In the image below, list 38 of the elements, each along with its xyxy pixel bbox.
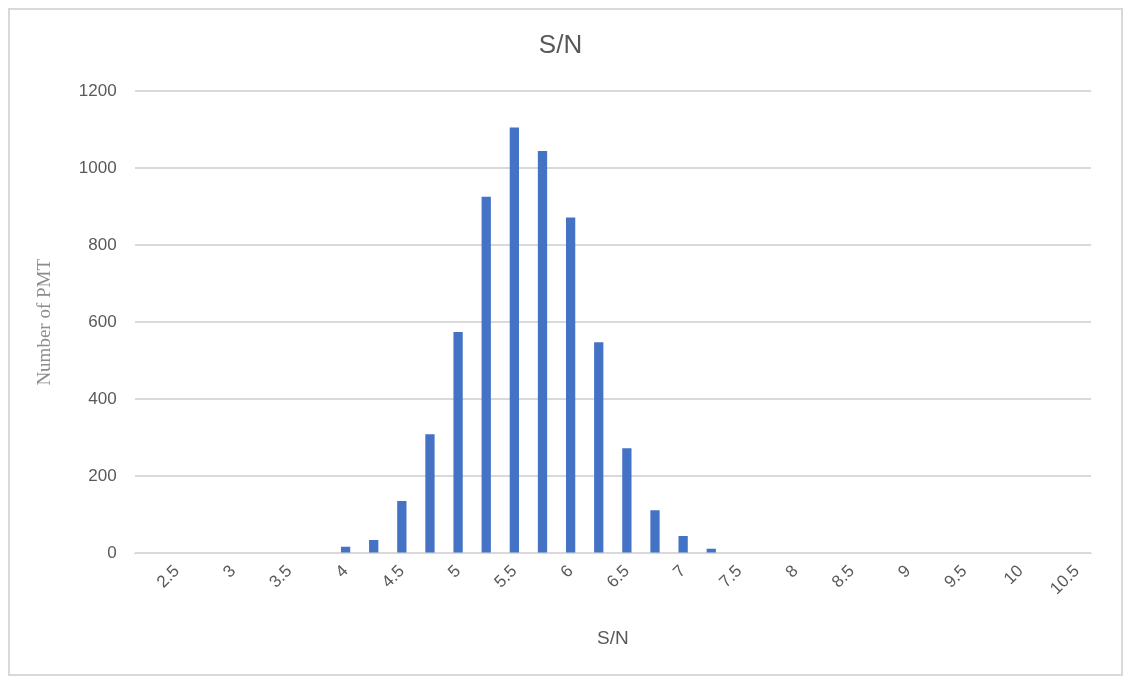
bar: [397, 501, 407, 553]
x-tick-label: 5.5: [490, 561, 521, 592]
x-tick-label: 7.5: [715, 561, 746, 592]
x-tick-label: 10: [1000, 561, 1027, 589]
bar: [678, 536, 688, 553]
bar: [509, 127, 519, 553]
y-tick-label: 0: [107, 543, 117, 563]
bar: [650, 510, 660, 553]
x-tick-label: 7: [669, 561, 690, 582]
x-tick-label: 3: [219, 561, 240, 582]
x-tick-label: 6.5: [602, 561, 634, 592]
bar: [594, 342, 604, 553]
x-tick-label: 6: [556, 561, 577, 582]
y-tick-label: 600: [88, 311, 117, 331]
x-tick-label: 4.5: [377, 561, 408, 592]
y-tick-label: 1000: [78, 157, 117, 177]
bar: [369, 539, 379, 553]
x-tick-label: 9.5: [940, 561, 971, 592]
bar: [453, 331, 463, 553]
y-axis-title: Number of PMT: [33, 258, 55, 386]
x-tick-label: 2.5: [152, 561, 183, 592]
y-tick-label: 800: [88, 234, 117, 254]
y-tick-label: 1200: [78, 80, 117, 100]
chart-title: S/N: [538, 28, 583, 59]
bar: [481, 196, 491, 553]
bar: [622, 448, 632, 553]
bar: [425, 434, 435, 553]
bar: [537, 150, 548, 553]
x-tick-label: 8.5: [827, 561, 859, 592]
x-tick-label: 5: [444, 561, 465, 582]
x-tick-label: 3.5: [265, 561, 296, 592]
x-tick-label: 8: [781, 561, 802, 582]
y-tick-label: 200: [88, 466, 117, 486]
x-axis-title: S/N: [596, 626, 629, 648]
x-tick-label: 9: [894, 561, 915, 582]
x-tick-label: 4: [331, 561, 352, 582]
bar: [565, 217, 576, 553]
y-tick-label: 400: [88, 389, 117, 409]
